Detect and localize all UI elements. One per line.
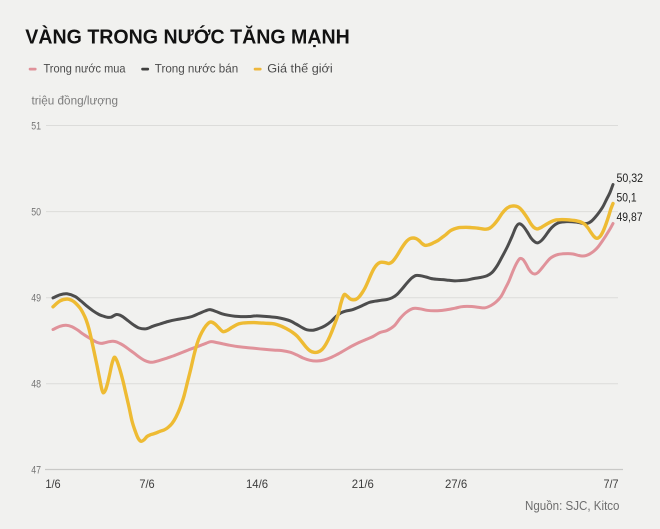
- svg-text:Trong nước mua: Trong nước mua: [44, 61, 126, 75]
- svg-text:VÀNG TRONG NƯỚC TĂNG MẠNH: VÀNG TRONG NƯỚC TĂNG MẠNH: [25, 25, 350, 49]
- svg-text:7/6: 7/6: [139, 478, 154, 491]
- svg-text:1/6: 1/6: [45, 478, 60, 491]
- svg-text:50,32: 50,32: [617, 172, 644, 185]
- svg-text:50,1: 50,1: [617, 192, 637, 205]
- svg-text:Nguồn: SJC, Kitco: Nguồn: SJC, Kitco: [525, 499, 620, 513]
- svg-text:49,87: 49,87: [617, 211, 643, 224]
- svg-text:47: 47: [31, 464, 41, 476]
- svg-text:Giá thế giới: Giá thế giới: [267, 61, 332, 75]
- svg-text:14/6: 14/6: [246, 478, 268, 491]
- svg-text:48: 48: [31, 379, 41, 391]
- svg-text:7/7: 7/7: [604, 478, 619, 491]
- svg-text:49: 49: [31, 293, 41, 305]
- svg-text:21/6: 21/6: [352, 478, 374, 491]
- svg-text:Trong nước bán: Trong nước bán: [155, 61, 239, 75]
- svg-text:51: 51: [31, 120, 41, 132]
- svg-text:50: 50: [31, 207, 41, 219]
- svg-text:triệu đồng/lượng: triệu đồng/lượng: [32, 93, 119, 107]
- svg-text:27/6: 27/6: [445, 478, 467, 491]
